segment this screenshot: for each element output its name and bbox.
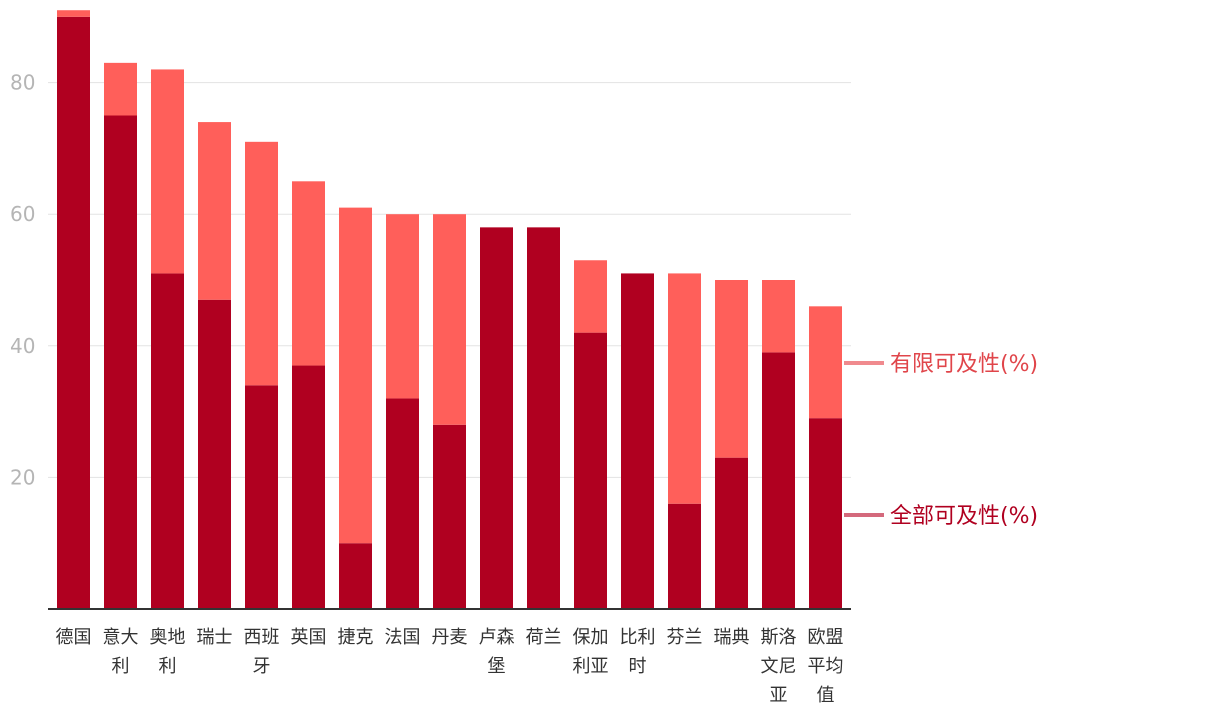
x-tick-label-6: 捷克 (338, 627, 374, 648)
bar-limited-4 (245, 141, 278, 386)
x-tick-label-10: 荷兰 (526, 627, 562, 648)
bar-full-10 (527, 227, 560, 610)
y-tick-label-40: 40 (10, 334, 35, 358)
x-tick-label-12: 比利时 (620, 627, 656, 677)
bar-limited-13 (668, 273, 701, 504)
x-tick-label-5: 英国 (291, 627, 327, 648)
bar-full-9 (480, 227, 513, 610)
y-tick-label-60: 60 (10, 202, 35, 226)
bars (57, 10, 842, 610)
bar-limited-6 (339, 207, 372, 544)
bar-full-7 (386, 398, 419, 609)
bar-full-0 (57, 16, 90, 610)
bar-full-12 (621, 273, 654, 609)
bar-limited-16 (809, 306, 842, 419)
bar-full-2 (151, 273, 184, 609)
bar-limited-8 (433, 214, 466, 425)
x-tick-label-3: 瑞士 (197, 627, 233, 648)
x-tick-label-8: 丹麦 (432, 627, 468, 648)
bar-full-5 (292, 365, 325, 609)
y-tick-label-20: 20 (10, 465, 35, 489)
bar-limited-2 (151, 69, 184, 274)
bar-limited-7 (386, 214, 419, 399)
x-tick-label-2: 奥地利 (150, 627, 186, 677)
bar-full-4 (245, 385, 278, 609)
legend-label-full: 全部可及性(%) (890, 504, 1038, 529)
bar-limited-5 (292, 181, 325, 366)
bar-full-3 (198, 299, 231, 609)
y-tick-label-80: 80 (10, 71, 35, 95)
x-tick-label-11: 保加利亚 (573, 627, 609, 677)
x-tick-label-1: 意大利 (103, 627, 139, 677)
bar-limited-1 (104, 62, 137, 116)
bar-full-6 (339, 543, 372, 609)
bar-full-15 (762, 352, 795, 609)
bar-full-1 (104, 115, 137, 609)
x-tick-label-9: 卢森堡 (479, 627, 515, 677)
x-tick-label-16: 欧盟平均值 (808, 627, 844, 706)
bar-full-13 (668, 503, 701, 609)
x-tick-label-15: 斯洛文尼亚 (761, 627, 797, 706)
x-tick-label-14: 瑞典 (714, 627, 750, 648)
bar-full-11 (574, 332, 607, 609)
bar-full-8 (433, 424, 466, 609)
x-tick-label-7: 法国 (385, 627, 421, 648)
bar-full-16 (809, 418, 842, 609)
y-axis: 20 40 60 80 (10, 71, 35, 490)
x-tick-label-0: 德国 (56, 627, 92, 648)
legend: 有限可及性(%) 全部可及性(%) (844, 352, 1038, 529)
bar-full-14 (715, 457, 748, 609)
bar-limited-11 (574, 260, 607, 333)
x-tick-label-13: 芬兰 (667, 627, 703, 648)
bar-limited-14 (715, 280, 748, 458)
x-tick-label-4: 西班牙 (244, 627, 280, 677)
legend-label-limited: 有限可及性(%) (890, 352, 1038, 377)
bar-limited-0 (57, 10, 90, 17)
bar-limited-15 (762, 280, 795, 353)
bar-limited-3 (198, 122, 231, 300)
